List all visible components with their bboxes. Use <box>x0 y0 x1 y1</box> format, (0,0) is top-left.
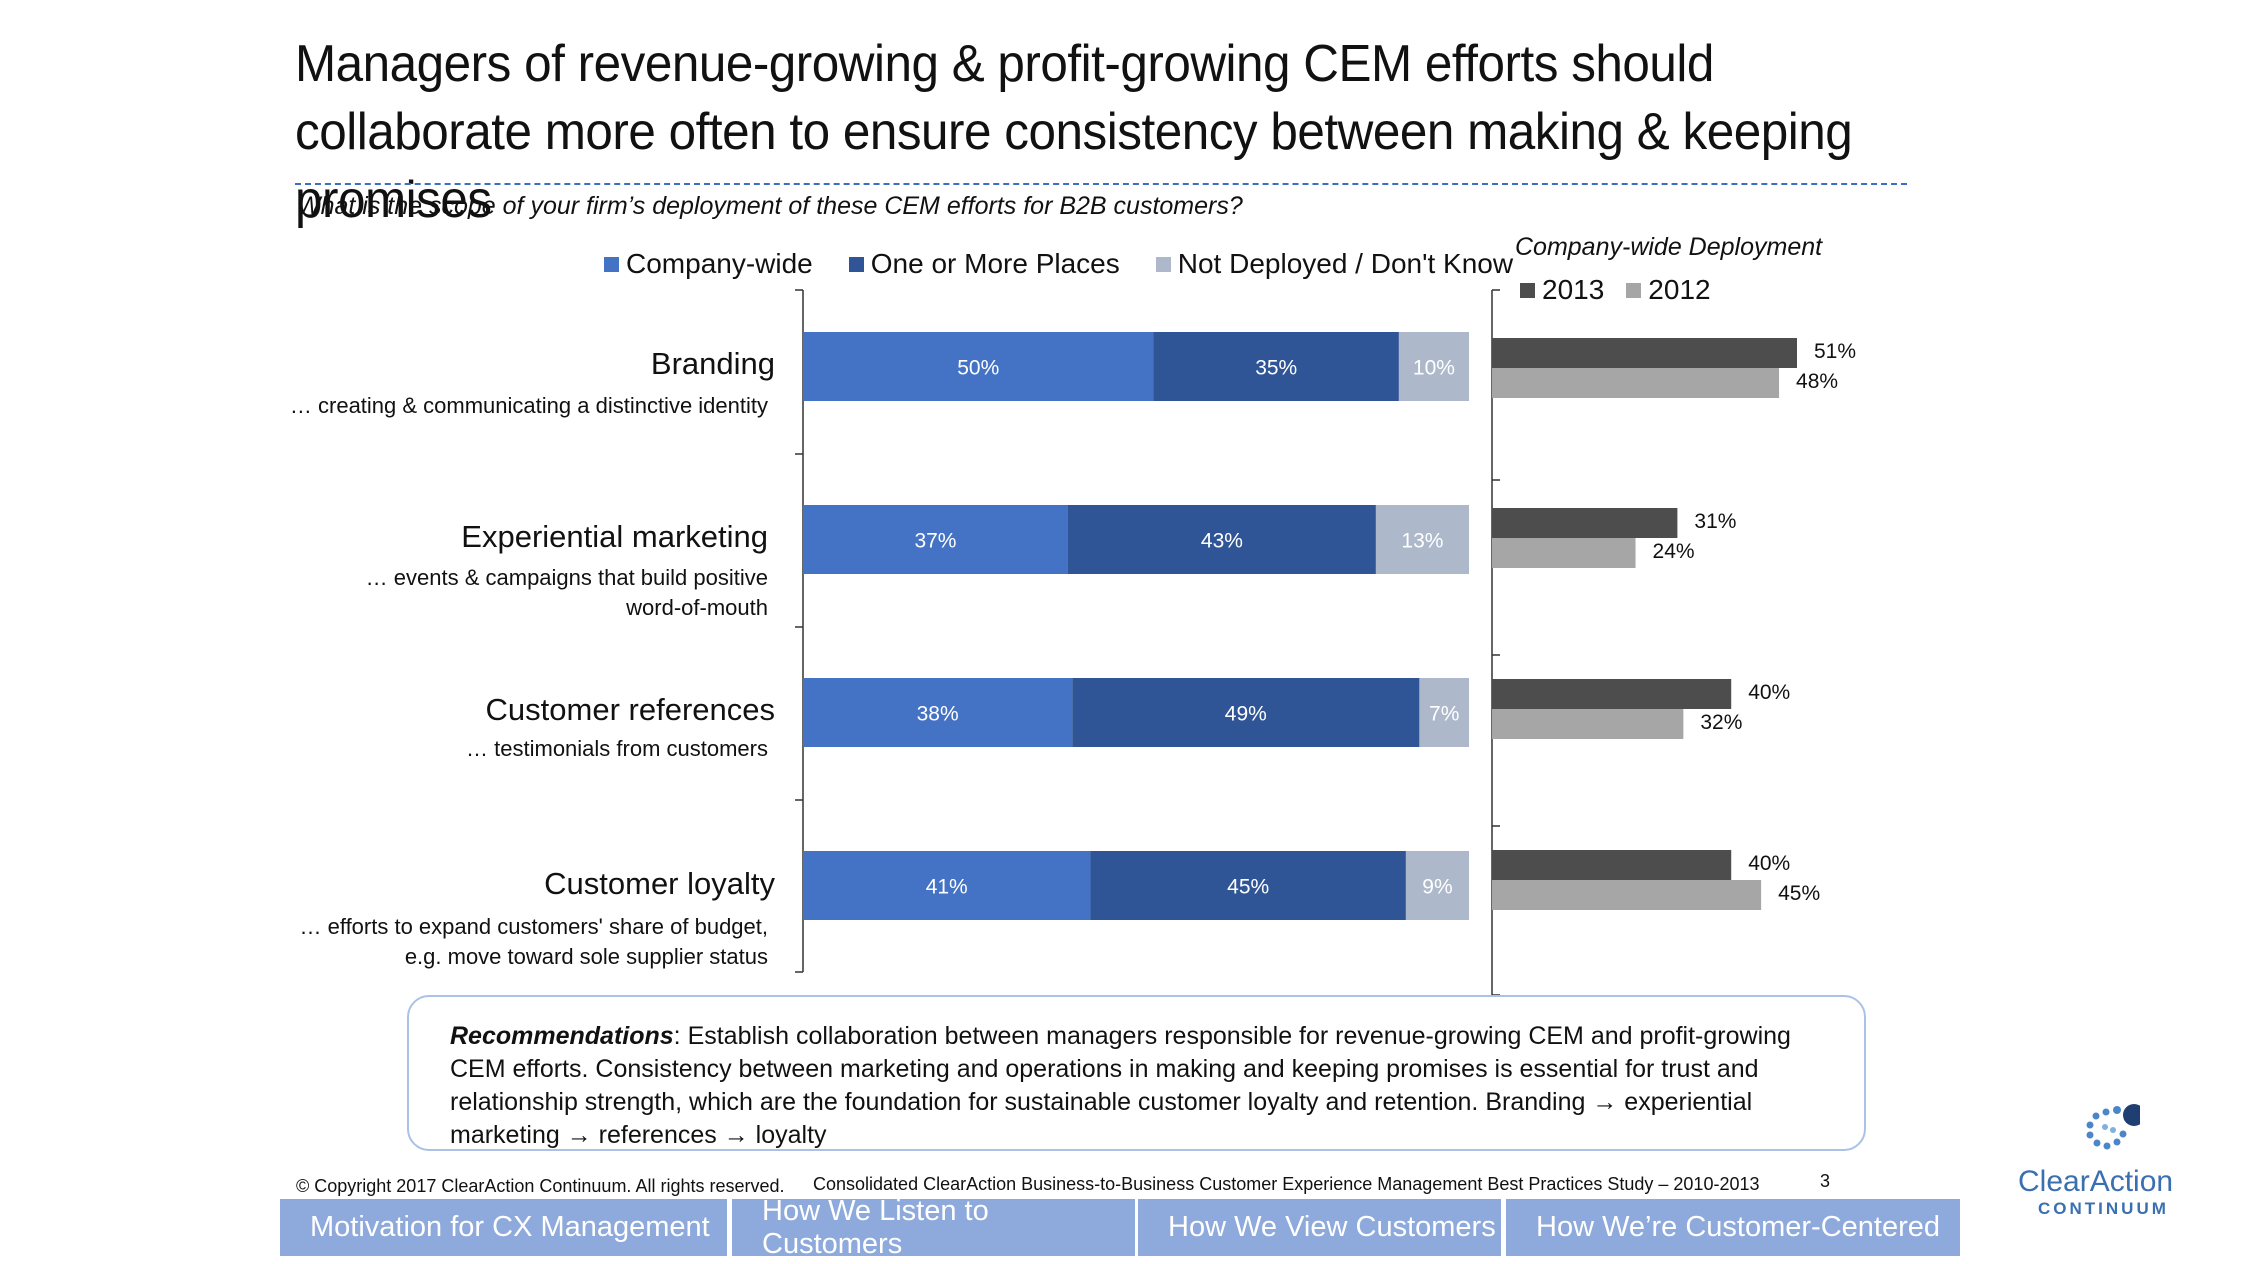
bar-2012-0 <box>1492 368 1780 398</box>
tab-listen[interactable]: How We Listen to Customers <box>732 1195 1135 1260</box>
bar-label: 31% <box>1694 510 1736 533</box>
bar-company-wide-0 <box>803 332 1154 401</box>
tab-view[interactable]: How We View Customers <box>1138 1199 1501 1256</box>
bar-label: 7% <box>1429 703 1459 726</box>
bar-2013-3 <box>1492 850 1732 880</box>
tab-motivation[interactable]: Motivation for CX Management <box>280 1199 727 1256</box>
category-desc-experiential-2: word-of-mouth <box>626 595 768 620</box>
bar-label: 45% <box>1778 882 1820 905</box>
bar-one-or-more-places-2 <box>1072 678 1420 747</box>
bar-label: 41% <box>926 876 968 899</box>
legend-item-2012: 2012 <box>1626 274 1711 306</box>
logo-name: ClearAction <box>2018 1165 2174 1198</box>
right-chart-title: Company-wide Deployment <box>1515 233 1823 261</box>
legend-swatch-company-wide <box>604 256 619 272</box>
category-desc-branding: … creating & communicating a distinctive… <box>289 393 768 418</box>
bar-2012-3 <box>1492 880 1762 910</box>
bar-one-or-more-places-1 <box>1067 505 1376 574</box>
legend-item-one-or-more: One or More Places <box>848 248 1120 280</box>
category-title-experiential: Experiential marketing <box>461 519 768 554</box>
bar-label: 48% <box>1796 370 1838 393</box>
logo-sub: CONTINUUM <box>2038 1199 2169 1218</box>
recommendations-body: : Establish collaboration between manage… <box>450 1022 1791 1149</box>
recommendations-box <box>407 995 1866 1151</box>
category-desc-references: … testimonials from customers <box>466 736 768 761</box>
legend-label: One or More Places <box>870 248 1120 279</box>
recommendations-label: Recommendations <box>450 1022 674 1050</box>
study-source-text: Consolidated ClearAction Business-to-Bus… <box>813 1174 1760 1194</box>
bar-company-wide-1 <box>803 505 1068 574</box>
bar-label: 10% <box>1413 357 1455 380</box>
bar-label: 37% <box>914 530 956 553</box>
tab-customer-centered[interactable]: How We’re Customer-Centered <box>1506 1199 1960 1256</box>
legend-label: 2013 <box>1542 274 1605 305</box>
bar-label: 24% <box>1653 540 1695 563</box>
category-desc-experiential-1: … events & campaigns that build positive <box>365 565 768 590</box>
legend-label: 2012 <box>1648 274 1711 305</box>
recommendations-text: Recommendations: Establish collaboration… <box>450 1020 1830 1152</box>
category-desc-loyalty-1: … efforts to expand customers' share of … <box>299 914 769 939</box>
legend-label: Not Deployed / Don't Know <box>1177 248 1514 279</box>
category-title-loyalty: Customer loyalty <box>544 866 775 901</box>
legend-item-company-wide: Company-wide <box>604 248 813 280</box>
bar-not-deployed-don-t-know-2 <box>1419 678 1469 747</box>
page-title: Managers of revenue-growing & profit-gro… <box>295 35 1853 229</box>
bar-one-or-more-places-0 <box>1153 332 1399 401</box>
legend-label: Company-wide <box>626 248 813 279</box>
main-chart-legend: Company-wide One or More Places Not Depl… <box>604 248 1549 280</box>
bar-label: 40% <box>1748 852 1790 875</box>
bar-label: 50% <box>957 357 999 380</box>
bar-2013-1 <box>1492 508 1678 538</box>
bar-not-deployed-don-t-know-0 <box>1398 332 1469 401</box>
bar-label: 49% <box>1225 703 1267 726</box>
legend-item-2013: 2013 <box>1520 274 1604 306</box>
bar-2012-1 <box>1492 538 1636 568</box>
legend-swatch-2012 <box>1626 282 1642 298</box>
title-divider <box>295 183 1907 185</box>
legend-swatch-2013 <box>1520 282 1535 298</box>
survey-question: What is the scope of your firm’s deploym… <box>297 192 1243 220</box>
bar-2013-2 <box>1492 679 1732 709</box>
bar-label: 13% <box>1401 530 1443 553</box>
bar-one-or-more-places-3 <box>1090 851 1406 920</box>
legend-swatch-one-or-more <box>848 256 864 272</box>
page-number: 3 <box>1820 1171 1831 1191</box>
bar-label: 9% <box>1422 876 1452 899</box>
bar-label: 38% <box>917 703 959 726</box>
category-title-references: Customer references <box>485 692 775 727</box>
bar-company-wide-2 <box>803 678 1073 747</box>
bar-2013-0 <box>1492 338 1797 368</box>
bar-company-wide-3 <box>803 851 1091 920</box>
right-chart-legend: 2013 2012 <box>1520 274 1733 306</box>
legend-swatch-not-deployed <box>1155 256 1171 272</box>
bar-label: 32% <box>1700 711 1742 734</box>
bar-not-deployed-don-t-know-1 <box>1375 505 1469 574</box>
bar-not-deployed-don-t-know-3 <box>1405 851 1469 920</box>
bar-label: 40% <box>1748 681 1790 704</box>
bar-2012-2 <box>1492 709 1684 739</box>
bar-label: 51% <box>1814 340 1856 363</box>
bar-label: 35% <box>1255 357 1297 380</box>
bar-label: 45% <box>1227 876 1269 899</box>
category-desc-loyalty-2: e.g. move toward sole supplier status <box>404 944 768 969</box>
legend-item-not-deployed: Not Deployed / Don't Know <box>1155 248 1514 280</box>
copyright-text: © Copyright 2017 ClearAction Continuum. … <box>296 1176 785 1196</box>
category-title-branding: Branding <box>650 346 775 381</box>
clearaction-logo-icon <box>2086 1104 2140 1150</box>
bar-label: 43% <box>1201 530 1243 553</box>
